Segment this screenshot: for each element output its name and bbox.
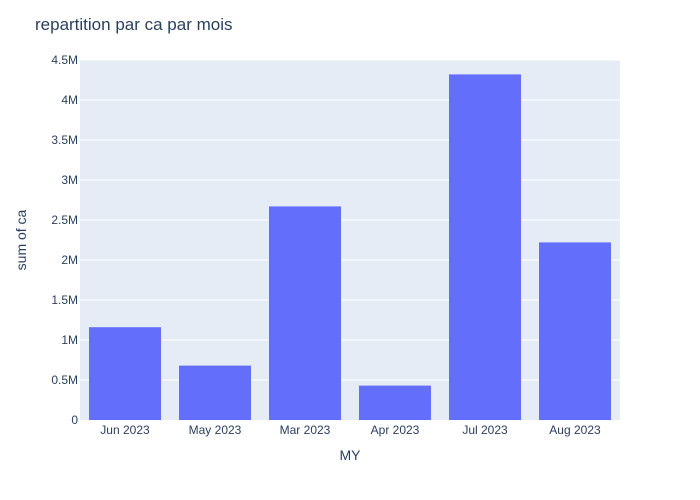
chart-title: repartition par ca par mois bbox=[35, 15, 232, 34]
bar[interactable] bbox=[449, 74, 521, 421]
y-axis-title: sum of ca bbox=[13, 209, 29, 270]
y-tick-label: 1.5M bbox=[51, 293, 78, 307]
bar[interactable] bbox=[539, 242, 611, 420]
x-axis-ticks: Jun 2023 May 2023 Mar 2023 Apr 2023 Jul 2023… bbox=[100, 423, 601, 437]
x-tick-label: Aug 2023 bbox=[549, 423, 601, 437]
bar[interactable] bbox=[179, 365, 251, 420]
y-tick-label: 2.5M bbox=[51, 213, 78, 227]
y-tick-label: 1M bbox=[61, 333, 78, 347]
y-tick-label: 4.5M bbox=[51, 53, 78, 67]
y-tick-label: 2M bbox=[61, 253, 78, 267]
x-tick-label: Mar 2023 bbox=[280, 423, 331, 437]
x-tick-label: Jul 2023 bbox=[462, 423, 508, 437]
y-tick-label: 3M bbox=[61, 173, 78, 187]
bar[interactable] bbox=[89, 327, 161, 420]
x-axis-title: MY bbox=[340, 447, 362, 463]
bars bbox=[89, 74, 611, 421]
x-tick-label: Apr 2023 bbox=[371, 423, 420, 437]
bar[interactable] bbox=[359, 385, 431, 420]
plot-area bbox=[80, 60, 620, 420]
y-tick-label: 0.5M bbox=[51, 373, 78, 387]
y-tick-label: 4M bbox=[61, 93, 78, 107]
y-axis-ticks: 0 0.5M 1M 1.5M 2M 2.5M 3M 3.5M 4M 4.5M bbox=[51, 53, 78, 427]
bar[interactable] bbox=[269, 206, 341, 420]
y-tick-label: 0 bbox=[71, 413, 78, 427]
y-tick-label: 3.5M bbox=[51, 133, 78, 147]
x-tick-label: May 2023 bbox=[189, 423, 242, 437]
x-tick-label: Jun 2023 bbox=[100, 423, 150, 437]
gridlines bbox=[80, 59, 620, 381]
